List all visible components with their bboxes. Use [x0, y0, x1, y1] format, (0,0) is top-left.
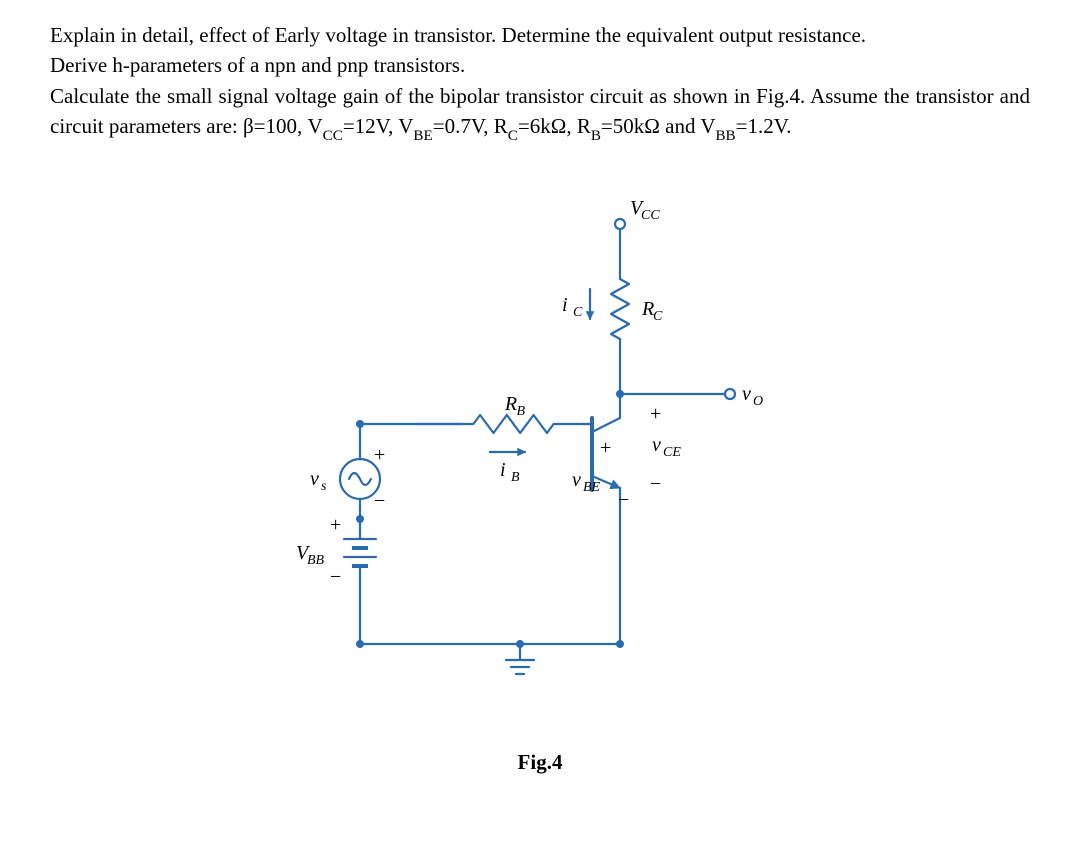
svg-text:+: + [650, 403, 661, 425]
svg-text:−: − [650, 473, 661, 495]
svg-text:i: i [500, 459, 506, 481]
para1: Explain in detail, effect of Early volta… [50, 23, 866, 47]
svg-text:−: − [618, 489, 629, 511]
svg-text:CE: CE [663, 445, 681, 460]
svg-text:v: v [742, 383, 751, 405]
figure-4: VCCRCiCRBiBvBE+−vCE+−vOvs+−VBB+− Fig.4 [50, 174, 1030, 777]
svg-text:−: − [330, 566, 341, 588]
svg-text:BB: BB [307, 553, 325, 568]
svg-text:v: v [572, 469, 581, 491]
svg-text:C: C [653, 309, 663, 324]
para3: Calculate the small signal voltage gain … [50, 84, 1030, 138]
circuit-diagram: VCCRCiCRBiBvBE+−vCE+−vOvs+−VBB+− [260, 174, 820, 734]
para2: Derive h-parameters of a npn and pnp tra… [50, 53, 465, 77]
figure-caption: Fig.4 [50, 747, 1030, 777]
svg-text:B: B [517, 404, 526, 419]
svg-text:+: + [330, 514, 341, 536]
svg-text:s: s [321, 479, 327, 494]
svg-text:−: − [374, 490, 385, 512]
svg-text:v: v [310, 468, 319, 490]
svg-text:i: i [562, 294, 568, 316]
svg-text:v: v [652, 434, 661, 456]
svg-text:BE: BE [583, 480, 601, 495]
svg-text:CC: CC [641, 208, 660, 223]
svg-text:+: + [374, 444, 385, 466]
svg-text:+: + [600, 437, 611, 459]
svg-text:O: O [753, 394, 763, 409]
question-text: Explain in detail, effect of Early volta… [50, 20, 1030, 146]
svg-text:C: C [573, 305, 583, 320]
svg-text:B: B [511, 470, 520, 485]
svg-text:R: R [504, 393, 517, 415]
